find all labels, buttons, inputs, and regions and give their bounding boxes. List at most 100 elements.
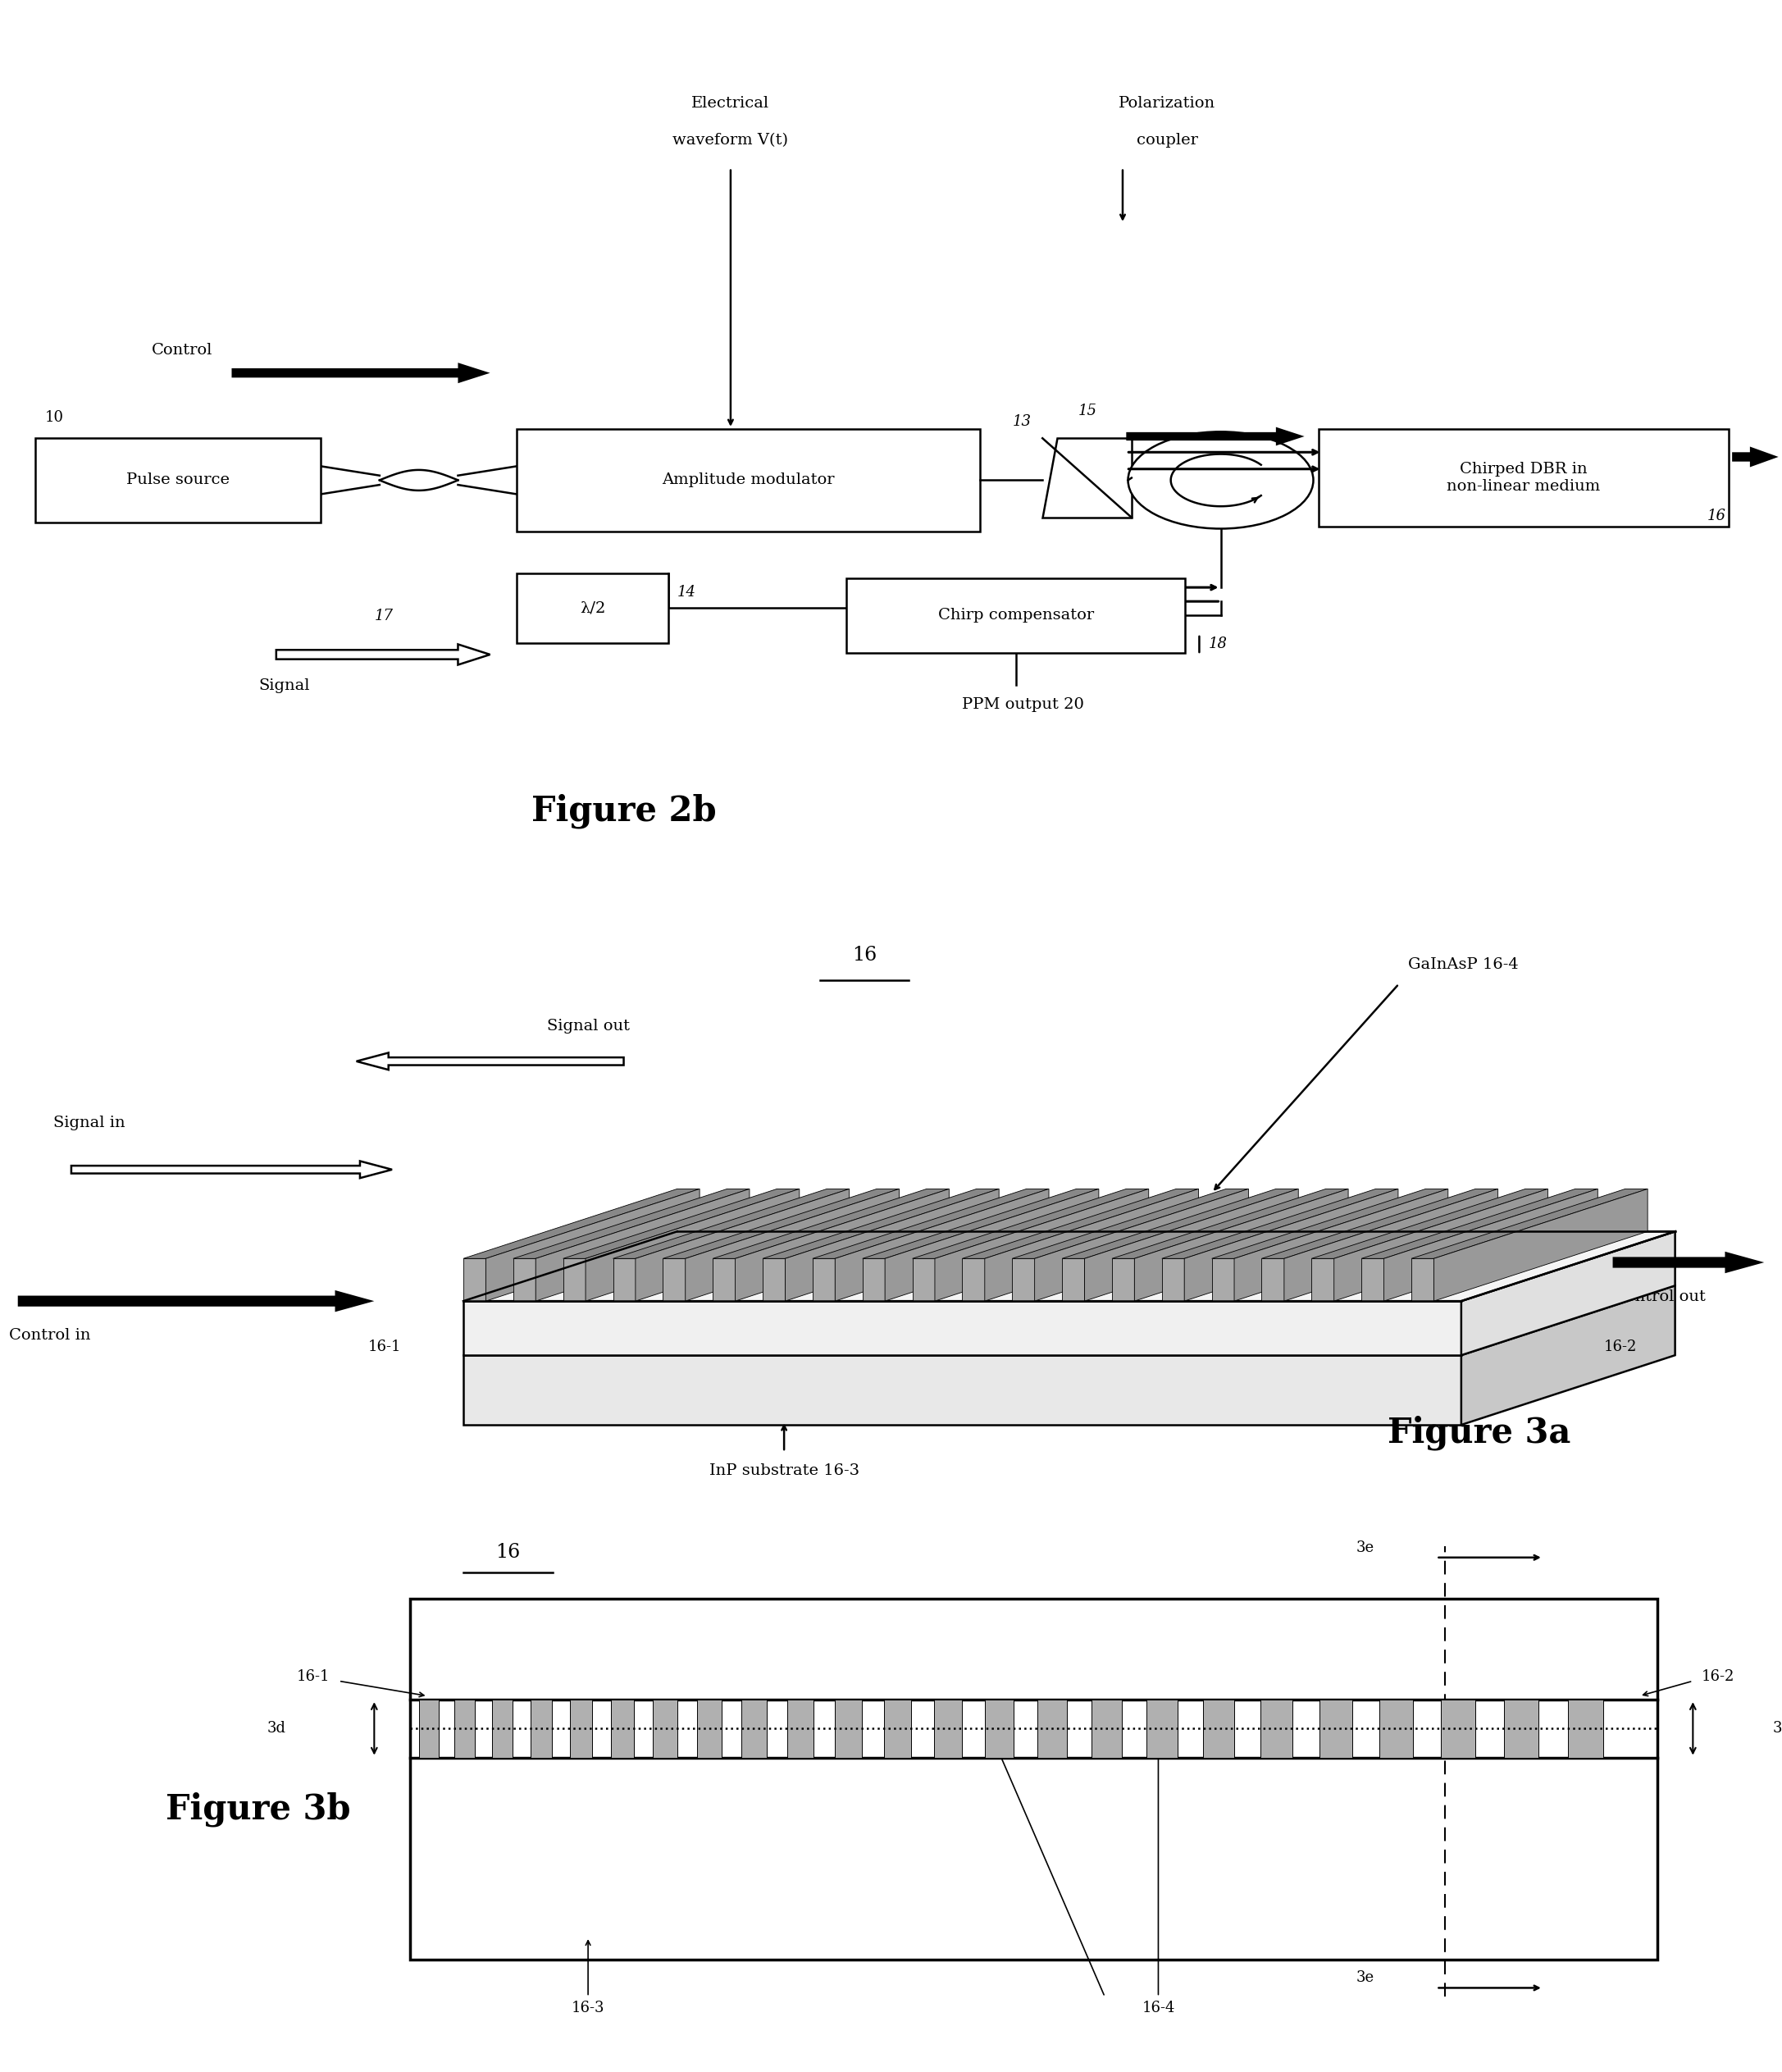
Polygon shape — [463, 1189, 700, 1258]
Polygon shape — [813, 1258, 836, 1301]
Bar — [611, 1699, 634, 1757]
Polygon shape — [962, 1258, 985, 1301]
Bar — [1091, 1699, 1121, 1757]
Polygon shape — [486, 1189, 700, 1301]
Polygon shape — [463, 1285, 1675, 1355]
Bar — [1260, 1699, 1292, 1757]
Text: Pulse source: Pulse source — [127, 472, 230, 487]
Text: 16-1: 16-1 — [296, 1670, 330, 1685]
Polygon shape — [463, 1231, 1675, 1301]
Polygon shape — [1312, 1189, 1549, 1258]
Text: 10: 10 — [45, 410, 64, 425]
Polygon shape — [613, 1189, 850, 1258]
Polygon shape — [1135, 1189, 1349, 1301]
Polygon shape — [912, 1189, 1149, 1258]
Text: 14: 14 — [677, 584, 697, 601]
Bar — [1379, 1699, 1413, 1757]
Polygon shape — [563, 1189, 800, 1258]
Text: Chirped DBR in
non-linear medium: Chirped DBR in non-linear medium — [1447, 462, 1600, 493]
Bar — [570, 1699, 592, 1757]
Polygon shape — [1385, 1189, 1598, 1301]
Text: 17: 17 — [374, 609, 394, 624]
Bar — [1037, 1699, 1067, 1757]
Polygon shape — [713, 1189, 950, 1258]
Text: 16-2: 16-2 — [1604, 1341, 1638, 1355]
Polygon shape — [1411, 1189, 1648, 1258]
Text: 3d: 3d — [1773, 1722, 1782, 1736]
Polygon shape — [663, 1258, 686, 1301]
Bar — [836, 1699, 862, 1757]
FancyArrow shape — [1126, 427, 1304, 445]
Polygon shape — [463, 1355, 1461, 1426]
Polygon shape — [1162, 1258, 1185, 1301]
Bar — [1203, 1699, 1235, 1757]
Polygon shape — [886, 1189, 1099, 1301]
Polygon shape — [736, 1189, 950, 1301]
Polygon shape — [962, 1189, 1199, 1258]
Text: 15: 15 — [1078, 404, 1098, 419]
Polygon shape — [1361, 1258, 1385, 1301]
Polygon shape — [1112, 1189, 1349, 1258]
Text: Chirp compensator: Chirp compensator — [937, 607, 1094, 624]
Bar — [419, 1699, 438, 1757]
Text: 13: 13 — [1012, 414, 1032, 429]
Text: 16-4: 16-4 — [1142, 1999, 1174, 2016]
Polygon shape — [862, 1258, 886, 1301]
Polygon shape — [1361, 1189, 1598, 1258]
FancyArrow shape — [232, 363, 490, 383]
Text: 3e: 3e — [1356, 1970, 1374, 1985]
Bar — [410, 1600, 1657, 1960]
Polygon shape — [1411, 1258, 1435, 1301]
Polygon shape — [463, 1301, 1461, 1355]
Text: 16: 16 — [495, 1544, 520, 1562]
Bar — [1319, 1699, 1353, 1757]
Polygon shape — [763, 1189, 1000, 1258]
Text: Amplitude modulator: Amplitude modulator — [663, 472, 834, 487]
Bar — [1568, 1699, 1604, 1757]
Polygon shape — [1035, 1189, 1249, 1301]
Text: 3e: 3e — [1356, 1542, 1374, 1556]
Polygon shape — [1461, 1231, 1675, 1355]
Text: Control in: Control in — [9, 1328, 91, 1343]
Polygon shape — [636, 1189, 850, 1301]
Polygon shape — [1212, 1258, 1235, 1301]
Polygon shape — [1112, 1258, 1135, 1301]
Polygon shape — [1012, 1189, 1249, 1258]
Bar — [934, 1699, 962, 1757]
FancyArrow shape — [276, 644, 490, 665]
Polygon shape — [786, 1189, 1000, 1301]
Bar — [1442, 1699, 1475, 1757]
Circle shape — [1128, 431, 1313, 528]
Bar — [517, 574, 668, 642]
Text: Control: Control — [151, 342, 212, 358]
Polygon shape — [1062, 1258, 1085, 1301]
Polygon shape — [1461, 1285, 1675, 1426]
Polygon shape — [513, 1189, 750, 1258]
Polygon shape — [1012, 1258, 1035, 1301]
Polygon shape — [536, 1189, 750, 1301]
Polygon shape — [1212, 1189, 1449, 1258]
Text: λ/2: λ/2 — [579, 601, 606, 615]
Polygon shape — [1185, 1189, 1399, 1301]
Bar — [36, 437, 321, 522]
Polygon shape — [1162, 1189, 1399, 1258]
Bar — [741, 1699, 766, 1757]
FancyArrow shape — [71, 1160, 392, 1179]
Text: Figure 3a: Figure 3a — [1388, 1415, 1570, 1450]
Bar — [1504, 1699, 1540, 1757]
Text: Figure 3b: Figure 3b — [166, 1792, 351, 1828]
FancyArrow shape — [1732, 448, 1778, 466]
Bar — [985, 1699, 1014, 1757]
Bar — [654, 1699, 677, 1757]
Text: Electrical: Electrical — [691, 95, 770, 110]
Polygon shape — [1262, 1189, 1499, 1258]
Bar — [1319, 429, 1729, 526]
Polygon shape — [513, 1258, 536, 1301]
Text: 3d: 3d — [267, 1722, 285, 1736]
Polygon shape — [586, 1189, 800, 1301]
Polygon shape — [936, 1189, 1149, 1301]
Text: Polarization: Polarization — [1119, 95, 1215, 110]
Text: Signal out: Signal out — [547, 1019, 629, 1034]
Polygon shape — [1262, 1258, 1285, 1301]
Polygon shape — [1062, 1189, 1299, 1258]
